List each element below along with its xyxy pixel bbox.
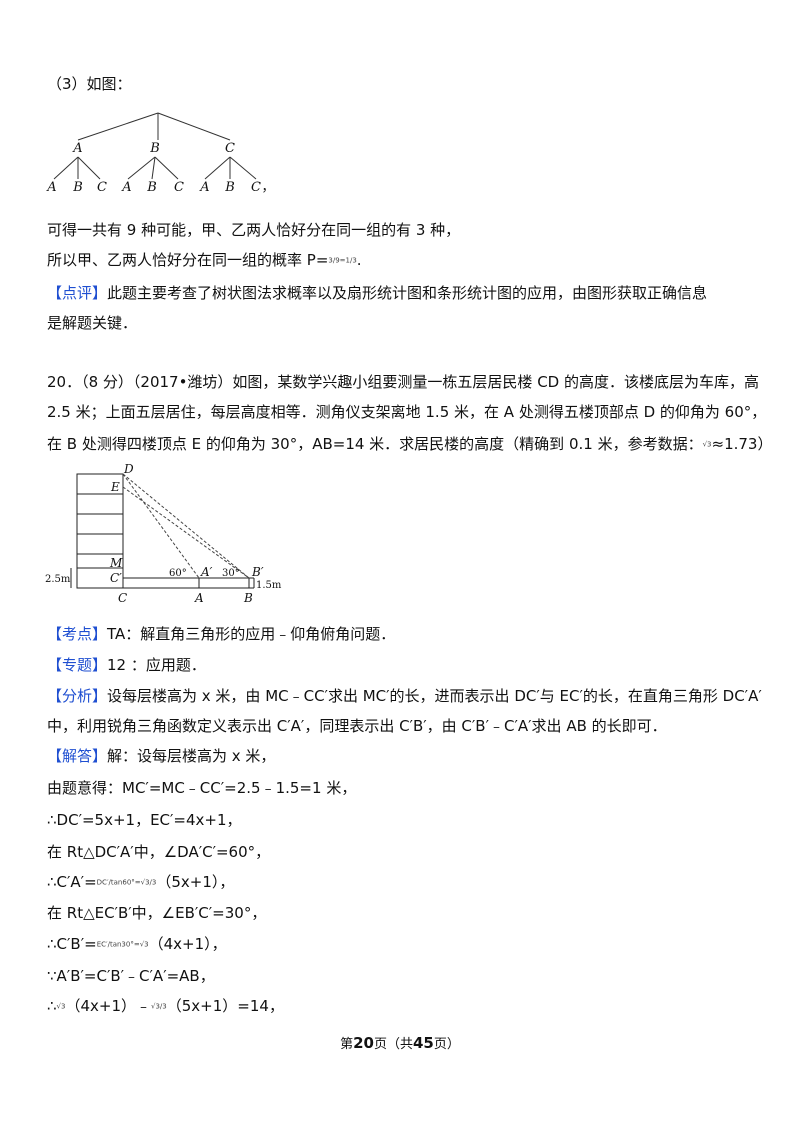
label-b-prime: B′ xyxy=(251,565,264,579)
fenxi-line-1: 【分析】设每层楼高为 x 米，由 MC﹣CC′求出 MC′的长，进而表示出 DC… xyxy=(47,687,762,705)
tree-leaf: B xyxy=(224,180,235,195)
solution-step-4: ∴C′A′=DC′/tan60°=√3/3（5x+1）， xyxy=(47,873,235,891)
solution-step-2: ∴DC′=5x+1，EC′=4x+1， xyxy=(47,811,242,829)
comment-line-1: 【点评】此题主要考查了树状图法求概率以及扇形统计图和条形统计图的应用，由图形获取… xyxy=(47,284,708,302)
label-a: A xyxy=(194,591,204,605)
page-footer: 第20页（共45页） xyxy=(340,1034,460,1052)
label-c: C xyxy=(118,591,127,605)
tree-diagram: A B C A B C A B C A B C ， xyxy=(46,112,275,195)
tree-leaf: C xyxy=(97,180,107,195)
solution-step-1: 由题意得：MC′=MC﹣CC′=2.5﹣1.5=1 米， xyxy=(47,779,357,797)
label-d: D xyxy=(123,462,134,476)
fenxi-line-2: 中，利用锐角三角函数定义表示出 C′A′，同理表示出 C′B′，由 C′B′﹣C… xyxy=(47,717,667,735)
jieda-line: 【解答】解：设每层楼高为 x 米， xyxy=(47,747,276,765)
label-height-25: 2.5m xyxy=(45,574,71,585)
tree-tail: ， xyxy=(261,180,274,195)
problem-line-2: 2.5 米；上面五层居住，每层高度相等．测角仪支架离地 1.5 米，在 A 处测… xyxy=(47,403,767,421)
solution-step-7: ∵A′B′=C′B′﹣C′A′=AB， xyxy=(47,967,215,985)
text-line-1: 可得一共有 9 种可能，甲、乙两人恰好分在同一组的有 3 种， xyxy=(47,221,461,239)
page-number: 20 xyxy=(353,1034,374,1052)
tree-node-b: B xyxy=(149,141,160,156)
problem-line-3: 在 B 处测得四楼顶点 E 的仰角为 30°，AB=14 米．求居民楼的高度（精… xyxy=(47,435,773,453)
jieda-tag: 【解答】 xyxy=(47,747,108,765)
label-height-15: 1.5m xyxy=(256,580,282,591)
solution-step-5: 在 Rt△EC′B′中，∠EB′C′=30°， xyxy=(47,904,267,922)
problem-line-1: 20．（8 分）（2017•潍坊）如图，某数学兴趣小组要测量一栋五层居民楼 CD… xyxy=(47,373,759,391)
label-b: B xyxy=(243,591,253,605)
solution-step-8: ∴√3（4x+1）﹣√3/3（5x+1）=14， xyxy=(47,997,284,1015)
kaodian-tag: 【考点】 xyxy=(47,625,108,643)
label-e: E xyxy=(110,480,120,494)
tree-leaf: C xyxy=(174,180,184,195)
zhuanti-tag: 【专题】 xyxy=(47,656,108,674)
label-angle-30: 30° xyxy=(222,568,240,579)
comment-line-2: 是解题关键． xyxy=(47,314,138,332)
tree-node-a: A xyxy=(72,141,82,156)
tree-leaf: A xyxy=(199,180,209,195)
total-pages: 45 xyxy=(413,1034,434,1052)
label-c-prime: C′ xyxy=(110,571,122,585)
tree-leaf: A xyxy=(121,180,131,195)
tree-leaf: C xyxy=(251,180,261,195)
tree-leaf: B xyxy=(72,180,83,195)
label-m: M xyxy=(109,556,123,570)
tree-leaf: B xyxy=(146,180,157,195)
zhuanti-line: 【专题】12 ：应用题． xyxy=(47,656,206,674)
label-a-prime: A′ xyxy=(200,565,213,579)
comment-tag: 【点评】 xyxy=(47,284,108,302)
kaodian-line: 【考点】TA：解直角三角形的应用﹣仰角俯角问题． xyxy=(47,625,396,643)
solution-step-6: ∴C′B′=EC′/tan30°=√3（4x+1）， xyxy=(47,935,227,953)
fenxi-tag: 【分析】 xyxy=(47,687,108,705)
tree-node-c: C xyxy=(225,141,235,156)
tree-leaf: A xyxy=(46,180,56,195)
label-angle-60: 60° xyxy=(169,568,187,579)
building-figure: D E M C′ C A B A′ B′ 2.5m 1.5m 60° 30° xyxy=(45,462,282,605)
sec3-label: （3）如图： xyxy=(47,75,132,93)
solution-step-3: 在 Rt△DC′A′中，∠DA′C′=60°， xyxy=(47,843,271,861)
fraction-inline: 3/9=1/3 xyxy=(328,256,357,265)
text-line-2: 所以甲、乙两人恰好分在同一组的概率 P=3/9=1/3. xyxy=(47,251,362,269)
